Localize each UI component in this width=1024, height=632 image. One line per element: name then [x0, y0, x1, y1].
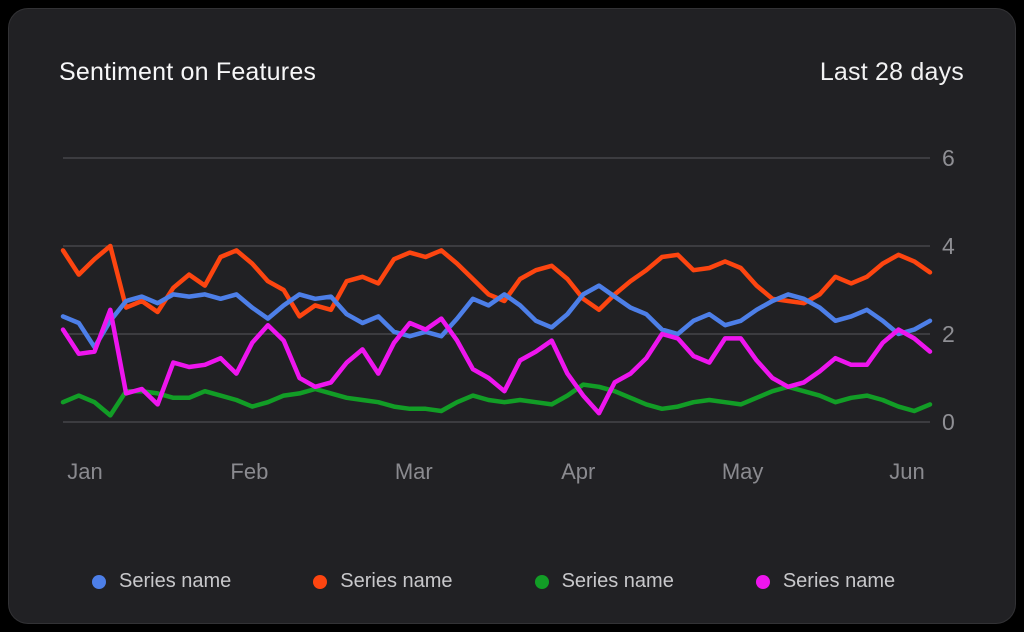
y-tick-label: 4: [942, 233, 955, 259]
x-tick-label: Jun: [889, 459, 925, 484]
legend-item-4[interactable]: Series name: [755, 570, 896, 593]
x-tick-label: May: [721, 459, 764, 484]
x-tick-label: Jan: [67, 459, 103, 484]
legend-label: Series name: [561, 570, 674, 592]
series-line-1: [60, 283, 933, 350]
legend-label: Series name: [782, 570, 896, 592]
legend-item-3[interactable]: Series name: [534, 570, 674, 593]
page-title: Sentiment on Features: [59, 58, 317, 86]
legend-dot-icon: [92, 574, 106, 589]
x-tick-label: Mar: [394, 459, 433, 484]
y-tick-label: 0: [942, 409, 955, 435]
legend-item-2[interactable]: Series name: [313, 570, 453, 593]
series-line-3: [60, 382, 933, 418]
legend-item-1[interactable]: Series name: [92, 570, 231, 593]
x-tick-label: Feb: [230, 459, 269, 484]
series-line-4: [60, 307, 933, 416]
y-tick-label: 2: [942, 321, 955, 347]
legend-label: Series name: [119, 570, 232, 592]
series-line-2: [60, 243, 933, 319]
period-label: Last 28 days: [819, 58, 964, 86]
x-tick-label: Apr: [561, 459, 596, 484]
legend-dot-icon: [313, 574, 328, 589]
legend-label: Series name: [340, 570, 453, 592]
y-tick-label: 6: [942, 145, 955, 171]
legend-dot-icon: [755, 574, 770, 589]
chart-legend: Series name Series name Series name Series …: [0, 570, 1024, 593]
legend-dot-icon: [534, 574, 549, 589]
